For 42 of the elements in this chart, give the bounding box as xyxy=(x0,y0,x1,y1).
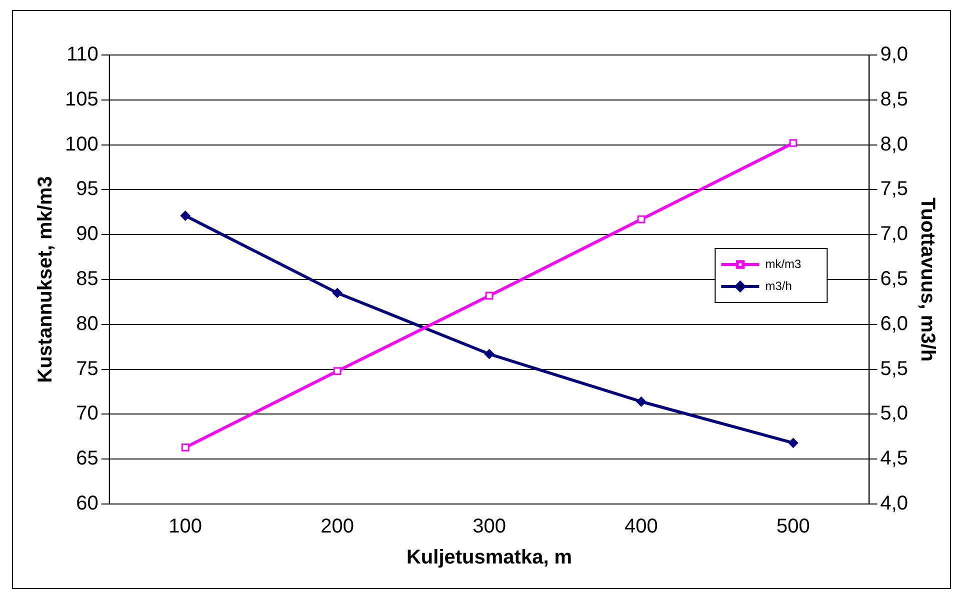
x-tick-label: 500 xyxy=(776,516,810,538)
y-tick-label: 95 xyxy=(76,178,98,200)
x-axis-title: Kuljetusmatka, m xyxy=(406,546,572,569)
y-tick-label: 75 xyxy=(76,358,98,380)
point xyxy=(637,215,646,224)
x-tick-label: 400 xyxy=(624,516,658,538)
point xyxy=(789,139,798,147)
y2-tick-label: 7,5 xyxy=(880,178,908,200)
y-tick-label: 90 xyxy=(76,223,98,246)
y-tick-label: 60 xyxy=(76,492,98,515)
point xyxy=(181,443,190,452)
x-tick-label: 300 xyxy=(472,516,506,538)
point xyxy=(333,367,342,376)
legend-label: mk/m3 xyxy=(765,256,802,271)
y-tick-label: 105 xyxy=(64,88,98,110)
point xyxy=(788,438,798,448)
point xyxy=(332,288,342,298)
y-tick-label: 80 xyxy=(76,312,98,335)
y2-tick-label: 5,5 xyxy=(880,358,908,380)
point xyxy=(484,349,494,360)
point xyxy=(180,210,190,221)
y-tick-label: 100 xyxy=(64,133,98,156)
point xyxy=(636,396,646,407)
y-tick-label: 65 xyxy=(76,448,98,470)
y2-tick-label: 6,0 xyxy=(880,312,908,335)
y2-tick-label: 6,5 xyxy=(880,268,908,290)
y2-tick-label: 7,0 xyxy=(880,223,908,246)
y2-tick-label: 5,0 xyxy=(880,402,908,425)
y2-tick-label: 8,0 xyxy=(880,133,908,156)
y2-tick-label: 4,5 xyxy=(880,448,908,470)
y2-axis-title: Tuottavuus, m3/h xyxy=(916,197,938,362)
x-tick-label: 200 xyxy=(320,516,354,538)
y2-tick-label: 9,0 xyxy=(880,44,908,66)
y-axis-title: Kustannukset, mk/m3 xyxy=(34,176,57,383)
legend-label: m3/h xyxy=(765,278,792,293)
y-tick-label: 70 xyxy=(76,402,98,425)
x-tick-label: 100 xyxy=(168,516,202,538)
y2-tick-label: 4,0 xyxy=(880,492,908,515)
y-tick-label: 110 xyxy=(66,44,98,66)
y-tick-label: 85 xyxy=(76,268,98,290)
y2-tick-label: 8,5 xyxy=(880,88,908,110)
point xyxy=(485,292,494,300)
